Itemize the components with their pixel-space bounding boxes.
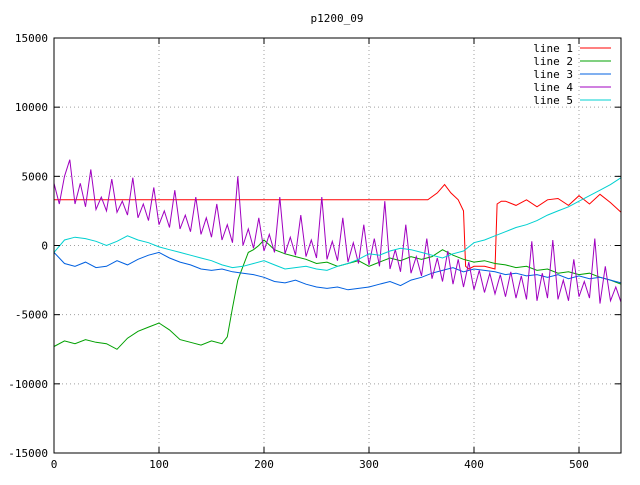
- series-layer: [53, 159, 622, 350]
- legend-label-5: line 5: [533, 94, 573, 107]
- y-tick-label: 0: [41, 240, 48, 253]
- legend-label-1: line 1: [533, 42, 573, 55]
- x-tick-label: 0: [51, 458, 58, 471]
- y-tick-label: 15000: [15, 32, 48, 45]
- y-tick-label: -10000: [8, 378, 48, 391]
- x-tick-label: 300: [359, 458, 379, 471]
- legend-label-4: line 4: [533, 81, 573, 94]
- x-tick-label: 400: [464, 458, 484, 471]
- axis-layer: 0 100 200 300 400 500 -15000 -10000 -5000 0 5000 10…: [8, 32, 621, 471]
- x-tick-label: 100: [149, 458, 169, 471]
- series-line-4: [53, 159, 622, 304]
- y-tick-label: -15000: [8, 447, 48, 460]
- y-tick-label: 10000: [15, 101, 48, 114]
- series-line-1: [54, 183, 622, 270]
- series-line-3: [53, 251, 622, 291]
- series-line-5: [53, 177, 622, 271]
- y-tick-label: 5000: [22, 170, 49, 183]
- legend-label-3: line 3: [533, 68, 573, 81]
- x-tick-label: 200: [254, 458, 274, 471]
- chart-title: p1200_09: [311, 12, 364, 25]
- series-line-2: [53, 239, 622, 350]
- x-tick-label: 500: [569, 458, 589, 471]
- legend-label-2: line 2: [533, 55, 573, 68]
- y-tick-label: -5000: [15, 309, 48, 322]
- grid-layer: [54, 38, 621, 453]
